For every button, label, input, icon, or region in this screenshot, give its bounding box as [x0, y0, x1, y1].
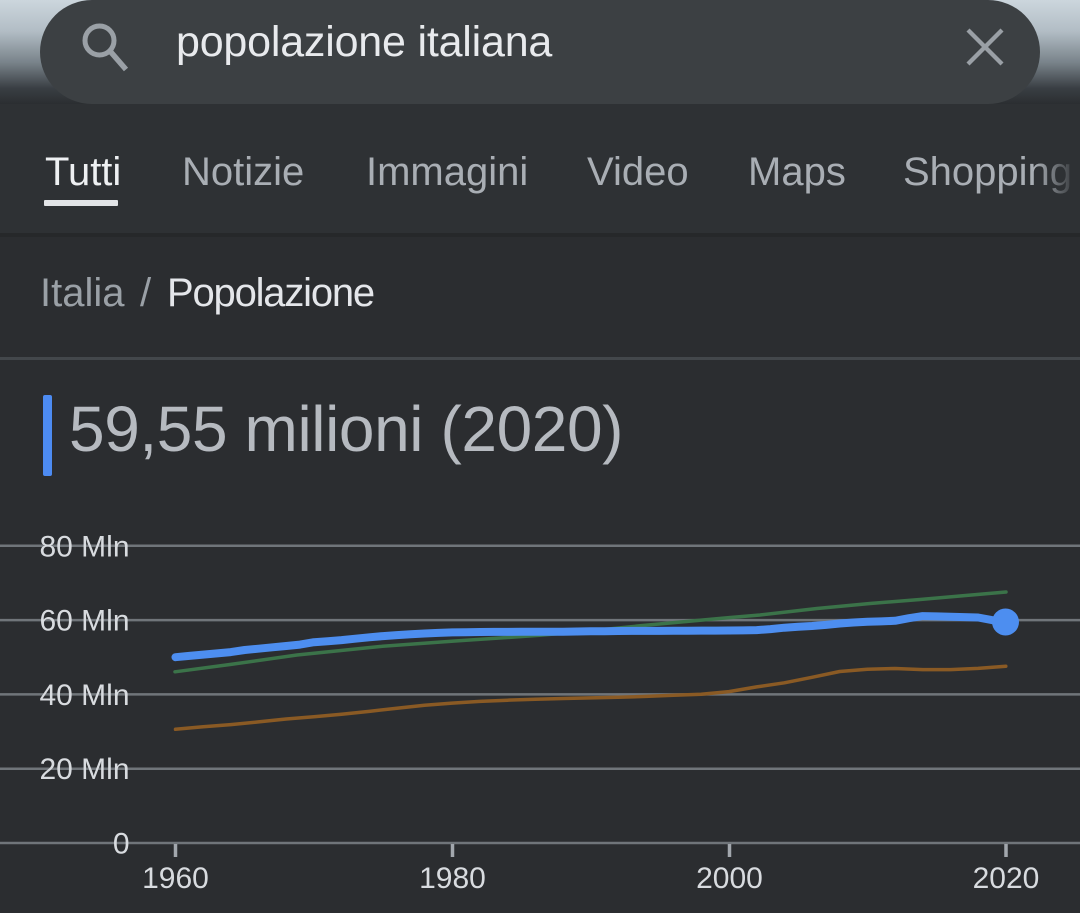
svg-text:0: 0 — [113, 828, 130, 861]
svg-text:2000: 2000 — [696, 862, 763, 895]
svg-text:60 Mln: 60 Mln — [39, 605, 129, 638]
svg-text:1980: 1980 — [419, 862, 486, 895]
svg-text:2020: 2020 — [973, 862, 1040, 895]
svg-text:80 Mln: 80 Mln — [39, 530, 129, 563]
svg-text:1960: 1960 — [142, 862, 209, 895]
svg-text:40 Mln: 40 Mln — [39, 679, 129, 712]
svg-text:20 Mln: 20 Mln — [39, 753, 129, 786]
